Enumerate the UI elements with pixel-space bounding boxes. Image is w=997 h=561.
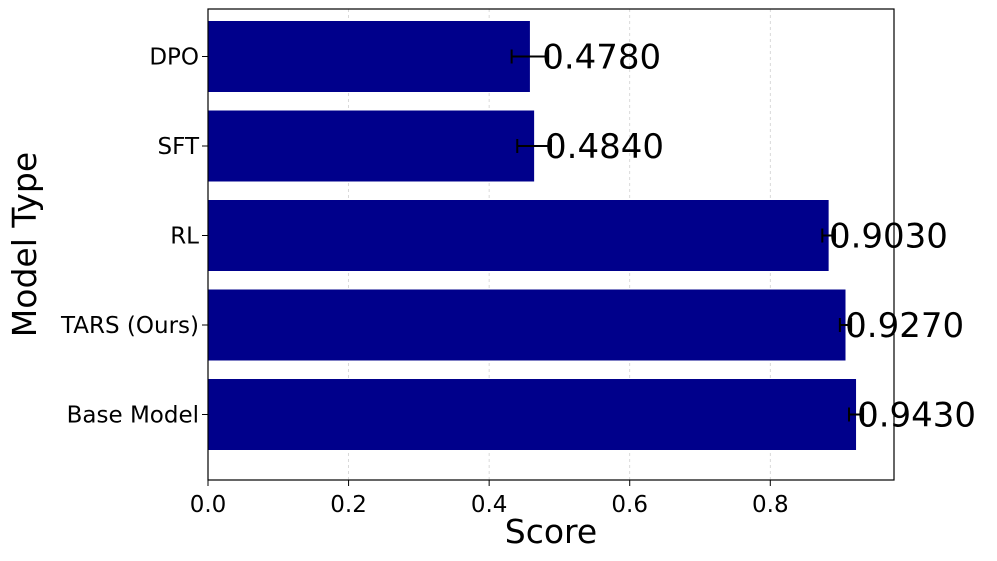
y-tick-label: TARS (Ours) [60,313,199,339]
y-tick-label: Base Model [67,403,199,429]
y-tick-label: DPO [149,45,199,71]
y-axis-ticks: DPO SFT RL TARS (Ours) Base Model [60,45,208,429]
x-axis-ticks: 0.0 0.2 0.4 0.6 0.8 [190,480,789,518]
data-label: 0.9430 [857,396,976,436]
x-tick-label: 0.0 [190,492,227,518]
y-tick-label: RL [170,224,199,250]
y-axis-title: Model Type [5,152,44,337]
x-tick-label: 0.2 [330,492,367,518]
x-axis-title: Score [505,512,597,551]
data-label: 0.4840 [545,127,664,167]
x-tick-label: 0.4 [471,492,508,518]
bar [208,379,857,450]
data-label: 0.9270 [845,306,964,346]
y-tick-label: SFT [158,134,200,160]
data-label: 0.9030 [829,217,948,257]
data-label: 0.4780 [542,38,661,78]
x-tick-label: 0.6 [611,492,648,518]
data-labels: 0.4780 0.4840 0.9030 0.9270 0.9430 [542,38,976,436]
plot-frame [207,8,895,481]
bar [208,289,846,361]
error-bars [510,49,865,422]
bar [208,200,829,271]
bar [208,21,530,92]
bars [208,21,857,450]
x-tick-label: 0.8 [752,492,789,518]
bar [208,110,535,182]
